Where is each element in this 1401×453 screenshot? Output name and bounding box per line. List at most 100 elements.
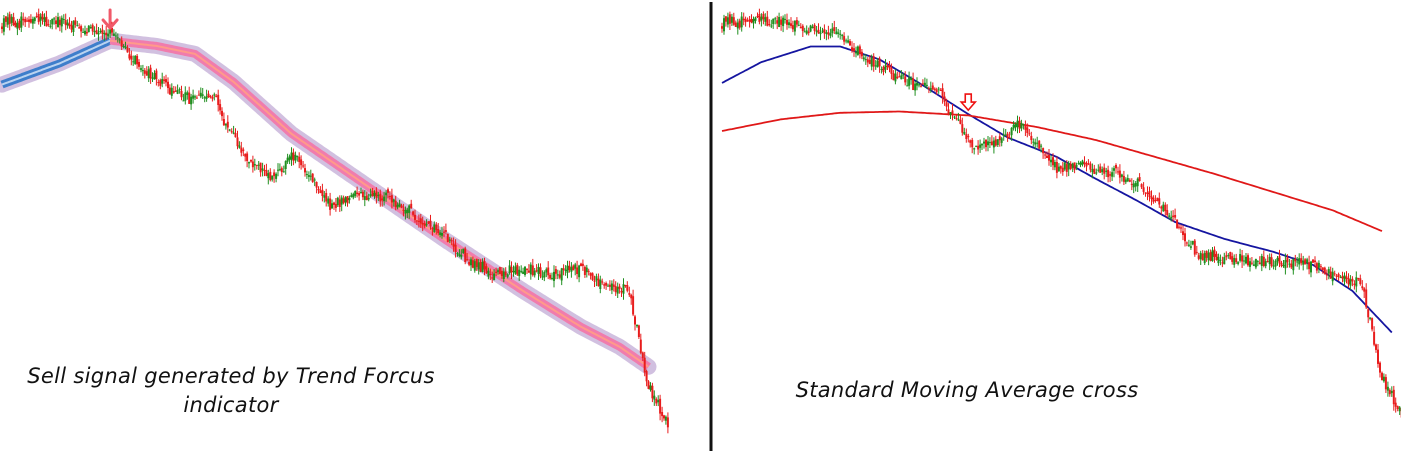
candle <box>425 219 428 227</box>
candle <box>821 27 824 34</box>
candle <box>2 15 5 36</box>
candle <box>1195 245 1198 255</box>
candle <box>284 160 287 175</box>
candle <box>935 87 938 95</box>
candle <box>99 28 102 34</box>
candle <box>628 286 631 297</box>
candle <box>423 220 426 229</box>
candle <box>959 115 962 125</box>
candle <box>632 289 635 317</box>
candle <box>201 88 204 99</box>
candle <box>211 94 214 102</box>
candle <box>1085 161 1088 172</box>
candle <box>589 272 592 280</box>
candle <box>238 141 241 149</box>
candle <box>570 262 573 278</box>
candle <box>1046 151 1048 159</box>
candle <box>105 26 108 40</box>
candle <box>176 84 179 95</box>
candle <box>6 12 9 28</box>
candle <box>1036 136 1039 148</box>
candle <box>1315 261 1318 274</box>
candle <box>101 24 104 40</box>
candle <box>93 26 96 37</box>
candle <box>1087 159 1090 166</box>
candle <box>483 257 486 276</box>
candle <box>583 265 586 278</box>
candle <box>145 66 148 76</box>
candle <box>1042 147 1045 159</box>
candle <box>553 265 555 288</box>
candle <box>95 23 98 35</box>
candle <box>1004 129 1007 137</box>
candle <box>1044 151 1047 159</box>
candle <box>1373 326 1376 347</box>
candle <box>1124 177 1127 185</box>
candle <box>1071 162 1074 172</box>
candle <box>257 161 260 170</box>
candle <box>1089 161 1092 173</box>
candle <box>918 82 920 88</box>
candle <box>1142 182 1145 195</box>
candle <box>336 196 339 207</box>
candle <box>1052 153 1054 171</box>
candle <box>367 193 370 202</box>
candle <box>1048 149 1050 166</box>
candle <box>1278 249 1281 268</box>
candle <box>1008 131 1011 139</box>
candle <box>147 66 150 82</box>
candle <box>140 65 142 73</box>
candle <box>143 68 146 79</box>
candle <box>437 223 440 236</box>
candle <box>444 223 447 235</box>
candle <box>977 140 980 155</box>
candle <box>825 29 828 41</box>
candle <box>68 17 71 29</box>
candle <box>315 181 318 194</box>
candle <box>1168 212 1171 220</box>
candle <box>746 17 749 22</box>
candle <box>334 198 337 212</box>
candle <box>446 233 449 243</box>
candle <box>406 207 409 218</box>
candle <box>772 18 775 29</box>
candle <box>288 154 291 165</box>
candle <box>1237 261 1240 266</box>
candle <box>47 19 50 27</box>
candle <box>908 71 911 90</box>
candle <box>933 87 936 92</box>
candle <box>971 137 974 154</box>
candle <box>180 85 183 101</box>
candle <box>843 32 846 45</box>
candle <box>1174 208 1177 221</box>
candle <box>45 10 48 27</box>
candle <box>497 268 499 275</box>
candle <box>222 112 225 126</box>
candle <box>1034 138 1037 150</box>
candle <box>427 221 430 224</box>
candle <box>1128 178 1131 183</box>
candle <box>643 351 646 377</box>
candle <box>305 170 308 179</box>
candle <box>1335 273 1338 280</box>
candle <box>161 72 164 88</box>
candle <box>199 87 202 99</box>
candle <box>738 18 741 30</box>
candle <box>402 203 405 217</box>
candle <box>754 16 757 24</box>
candle <box>329 192 332 216</box>
candle <box>1024 120 1027 136</box>
candle <box>29 14 32 24</box>
candle <box>248 161 250 169</box>
candle <box>1229 251 1232 260</box>
candle <box>1243 255 1245 266</box>
candle <box>275 172 278 183</box>
candle <box>242 147 245 157</box>
candle <box>1083 156 1086 168</box>
candle <box>902 72 905 80</box>
candle <box>1319 264 1322 271</box>
candle <box>910 76 913 85</box>
candle <box>1280 260 1283 268</box>
candle <box>122 44 125 49</box>
candle <box>64 13 67 31</box>
